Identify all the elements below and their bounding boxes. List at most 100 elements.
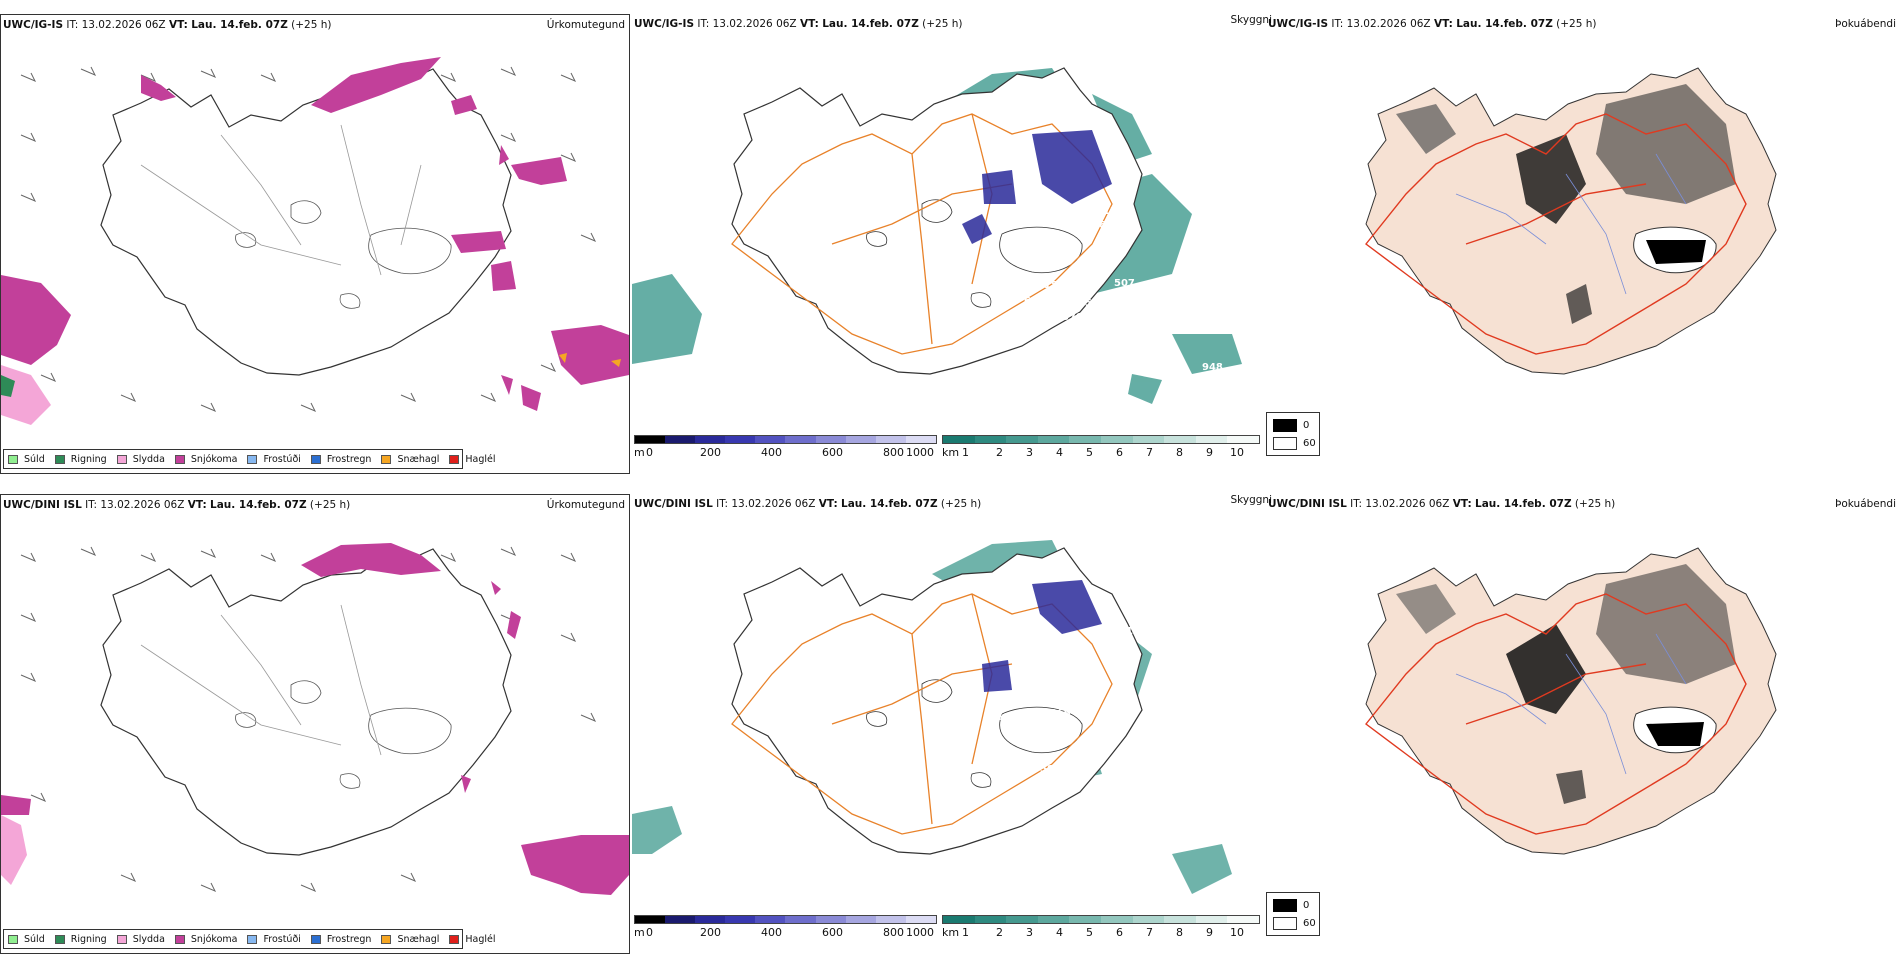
fog-legend-row2: 0 60	[1266, 892, 1320, 936]
legend-item: Súld	[8, 934, 45, 945]
fog-black-swatch	[1273, 899, 1297, 912]
legend-swatch	[310, 454, 321, 464]
vis-label: 913	[1096, 206, 1117, 217]
legend-item: Súld	[8, 454, 45, 465]
visibility-color-strip	[942, 915, 1260, 924]
fog-white-swatch	[1273, 437, 1297, 450]
colorbar-tick: 1000	[906, 926, 934, 939]
colorbar-tick: 10	[1230, 446, 1244, 459]
legend-swatch	[247, 454, 258, 464]
legend-item: Slydda	[116, 454, 165, 465]
legend-item: Frostregn	[310, 934, 371, 945]
legend-swatch	[116, 454, 127, 464]
legend-swatch	[174, 454, 185, 464]
colorbar-tick: 4	[1056, 926, 1063, 939]
vis-label: 298	[1082, 692, 1103, 703]
precip-map	[1, 543, 629, 895]
visibility-colorbar-row2: km 1 2 3 4 5 6 7 8 9 10	[942, 915, 1262, 943]
panel-title: UWC/IG-IS IT: 13.02.2026 06Z VT: Lau. 14…	[634, 18, 963, 30]
fog-legend-row1: 0 60	[1266, 412, 1320, 456]
vis-label: 653	[1024, 296, 1045, 307]
fog-black-swatch	[1273, 419, 1297, 432]
vis-label: 617	[1016, 282, 1037, 293]
colorbar-tick: 8	[1176, 446, 1183, 459]
vis-label: 585	[1040, 764, 1061, 775]
legend-swatch	[174, 934, 185, 944]
precip-map	[1, 57, 629, 425]
colorbar-tick: 400	[761, 926, 782, 939]
legend-item: Rigning	[54, 454, 107, 465]
vis-label: 695	[996, 712, 1017, 723]
panel-title: UWC/IG-IS IT: 13.02.2026 06Z VT: Lau. 14…	[1268, 18, 1597, 30]
legend-item: Snæhagl	[381, 454, 439, 465]
legend-item: Haglél	[449, 454, 496, 465]
colorbar-tick: 9	[1206, 446, 1213, 459]
colorbar-unit: m	[634, 446, 645, 459]
colorbar-tick: 6	[1116, 446, 1123, 459]
colorbar-tick: 4	[1056, 446, 1063, 459]
visibility-color-strip	[942, 435, 1260, 444]
colorbar-tick: 10	[1230, 926, 1244, 939]
fog-legend-label: 60	[1303, 438, 1316, 449]
legend-swatch	[8, 934, 18, 944]
colorbar-tick: 2	[996, 446, 1003, 459]
panel-title: UWC/DINI ISL IT: 13.02.2026 06Z VT: Lau.…	[1268, 498, 1616, 510]
fog-white-swatch	[1273, 917, 1297, 930]
legend-item: Haglél	[449, 934, 496, 945]
panel-title: UWC/DINI ISL IT: 13.02.2026 06Z VT: Lau.…	[634, 498, 982, 510]
colorbar-tick: 9	[1206, 926, 1213, 939]
colorbar-tick: 8	[1176, 926, 1183, 939]
legend-item: Snjókoma	[174, 934, 237, 945]
colorbar-tick: 200	[700, 446, 721, 459]
colorbar-tick: 3	[1026, 926, 1033, 939]
visibility-map: 948 653 274 459 370 617 184 507 913 568	[632, 67, 1242, 404]
legend-swatch	[54, 454, 65, 464]
vis-label: 113	[1126, 626, 1147, 637]
fog-map	[1365, 67, 1777, 375]
colorbar-tick: 800	[883, 446, 904, 459]
colorbar-tick: 1	[962, 446, 969, 459]
fog-legend-label: 0	[1303, 900, 1310, 911]
vis-label: 459	[1078, 298, 1099, 309]
vis-label: 507	[1114, 278, 1135, 289]
legend-swatch	[449, 934, 460, 944]
panel-name: Skyggni	[1230, 494, 1273, 506]
colorbar-tick: 5	[1086, 446, 1093, 459]
fog-map	[1365, 547, 1777, 855]
visibility-map: 585 203 369 695 113 298	[632, 540, 1232, 894]
colorbar-tick: 6	[1116, 926, 1123, 939]
panel-name: Úrkomutegund	[546, 19, 625, 31]
fog-panel-row2: UWC/DINI ISL IT: 13.02.2026 06Z VT: Lau.…	[1266, 494, 1900, 954]
ceiling-color-strip	[634, 435, 937, 444]
precip-panel-row1: UWC/IG-IS IT: 13.02.2026 06Z VT: Lau. 14…	[0, 14, 630, 474]
colorbar-tick: 3	[1026, 446, 1033, 459]
vis-label: 370	[1062, 312, 1083, 323]
panel-name: Úrkomutegund	[546, 499, 625, 511]
legend-swatch	[310, 934, 321, 944]
colorbar-tick: 1	[962, 926, 969, 939]
legend-swatch	[8, 454, 18, 464]
precip-type-legend: Súld Rigning Slydda Snjókoma Frostúði Fr…	[3, 449, 496, 469]
ceiling-colorbar-row2: m 0 200 400 600 800 1000	[634, 915, 939, 943]
vis-label: 948	[1202, 362, 1223, 373]
visibility-panel-row2: UWC/DINI ISL IT: 13.02.2026 06Z VT: Lau.…	[632, 494, 1272, 954]
colorbar-tick: 1000	[906, 446, 934, 459]
panel-name: Skyggni	[1230, 14, 1273, 26]
panel-name: Þokuábendi	[1835, 498, 1896, 510]
legend-item: Snjókoma	[174, 454, 237, 465]
colorbar-tick: 0	[646, 926, 653, 939]
legend-swatch	[116, 934, 127, 944]
colorbar-tick: 200	[700, 926, 721, 939]
snow-areas	[1, 57, 629, 411]
colorbar-tick: 600	[822, 446, 843, 459]
fog-legend-label: 60	[1303, 918, 1316, 929]
legend-item: Frostregn	[310, 454, 371, 465]
fog-legend-label: 0	[1303, 420, 1310, 431]
legend-item: Snæhagl	[381, 934, 439, 945]
ceiling-color-strip	[634, 915, 937, 924]
vis-label: 568	[1092, 220, 1113, 231]
colorbar-tick: 5	[1086, 926, 1093, 939]
visibility-colorbar-row1: km 1 2 3 4 5 6 7 8 9 10	[942, 435, 1262, 463]
legend-swatch	[54, 934, 65, 944]
legend-item: Slydda	[116, 934, 165, 945]
